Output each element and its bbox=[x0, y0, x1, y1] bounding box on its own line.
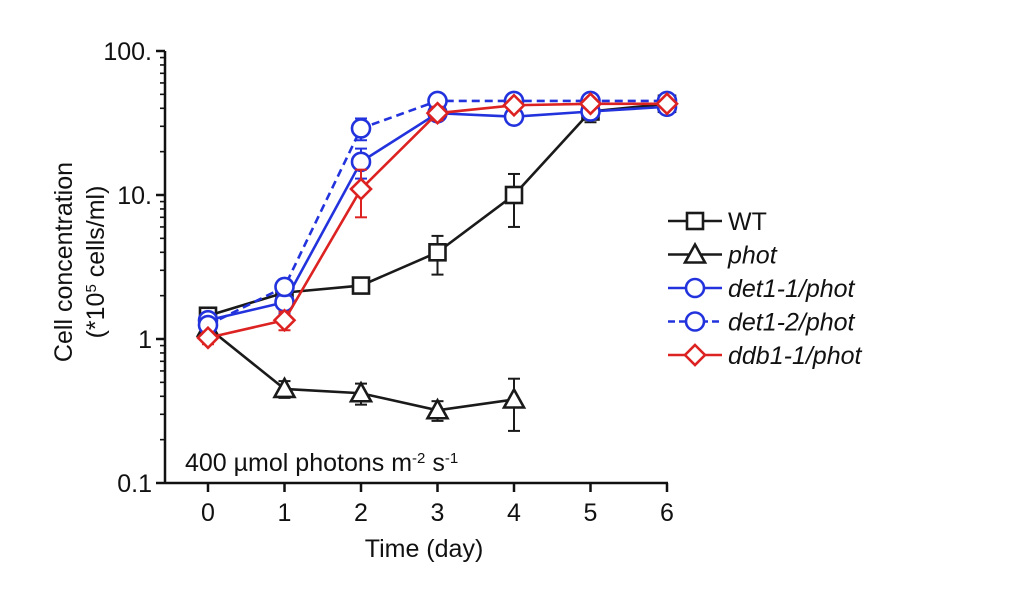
data-point bbox=[428, 243, 447, 262]
annotation-sup-2: -1 bbox=[445, 450, 458, 467]
data-point bbox=[351, 276, 371, 295]
legend-item-det1-2-phot: det1-2/phot bbox=[668, 309, 856, 337]
x-tick-label: 5 bbox=[584, 499, 598, 527]
data-point bbox=[196, 325, 220, 350]
x-tick-label: 2 bbox=[354, 499, 368, 527]
legend-label: det1-1/phot bbox=[728, 275, 856, 303]
y-tick-label: 100. bbox=[103, 38, 152, 66]
y-axis-title-line2: (*105 cells/ml) bbox=[82, 186, 110, 339]
data-point bbox=[502, 93, 526, 118]
legend-item-phot: phot bbox=[668, 242, 778, 270]
legend-item-ddb1-1-phot: ddb1-1/phot bbox=[668, 342, 863, 370]
series-layer bbox=[195, 90, 679, 432]
y-axis-title: Cell concentration (*105 cells/ml) bbox=[50, 162, 110, 362]
legend-label: WT bbox=[728, 208, 767, 236]
legend-label: phot bbox=[727, 242, 778, 270]
legend-marker bbox=[682, 241, 708, 264]
data-point bbox=[272, 308, 297, 333]
y-tick-label: 0.1 bbox=[117, 470, 152, 498]
y-axis-title-line1: Cell concentration bbox=[50, 162, 78, 362]
light-intensity-annotation: 400 µmol photons m-2 s-1 bbox=[185, 449, 458, 477]
ticks: 0 1 2 3 4 5 6 0.1 1 10. 100. bbox=[103, 38, 674, 527]
series-wt bbox=[198, 94, 677, 326]
legend-marker bbox=[685, 211, 705, 231]
legend-item-det1-1-phot: det1-1/phot bbox=[668, 275, 856, 303]
data-point bbox=[425, 397, 450, 420]
series-phot bbox=[195, 314, 527, 432]
y-axis-title-exponent: 5 bbox=[83, 284, 100, 292]
x-tick-label: 0 bbox=[201, 499, 215, 527]
annotation-mid: s bbox=[425, 449, 444, 477]
data-point bbox=[349, 177, 373, 201]
legend: WT phot det1-1/phot det1-2/phot ddb1-1/phot bbox=[668, 208, 863, 370]
y-tick-label: 10. bbox=[117, 182, 152, 210]
data-point bbox=[425, 101, 450, 126]
data-point bbox=[350, 151, 372, 173]
data-point bbox=[350, 118, 372, 139]
x-tick-label: 3 bbox=[431, 499, 445, 527]
data-point bbox=[504, 185, 524, 205]
y-axis-title-suffix: cells/ml) bbox=[82, 186, 110, 285]
legend-marker bbox=[683, 343, 707, 367]
annotation-sup-1: -2 bbox=[412, 450, 425, 467]
y-axis-title-prefix: (*10 bbox=[82, 293, 110, 339]
x-tick-label: 6 bbox=[660, 499, 674, 527]
legend-label: ddb1-1/phot bbox=[728, 342, 863, 370]
x-tick-label: 1 bbox=[278, 499, 292, 527]
data-point bbox=[501, 386, 527, 409]
annotation-text: 400 µmol photons m bbox=[185, 449, 412, 477]
legend-item-wt: WT bbox=[668, 208, 767, 236]
data-point bbox=[274, 276, 295, 298]
x-tick-label: 4 bbox=[507, 499, 521, 527]
data-point bbox=[272, 376, 297, 399]
legend-marker bbox=[684, 311, 706, 332]
data-point bbox=[348, 380, 374, 403]
data-point bbox=[655, 91, 679, 116]
series-ddb1-1-phot bbox=[196, 91, 679, 350]
y-tick-label: 1 bbox=[138, 326, 152, 354]
axes bbox=[163, 51, 668, 485]
legend-marker bbox=[684, 277, 706, 299]
legend-label: det1-2/phot bbox=[728, 309, 856, 337]
data-point bbox=[578, 91, 603, 116]
x-axis-title: Time (day) bbox=[365, 535, 484, 563]
